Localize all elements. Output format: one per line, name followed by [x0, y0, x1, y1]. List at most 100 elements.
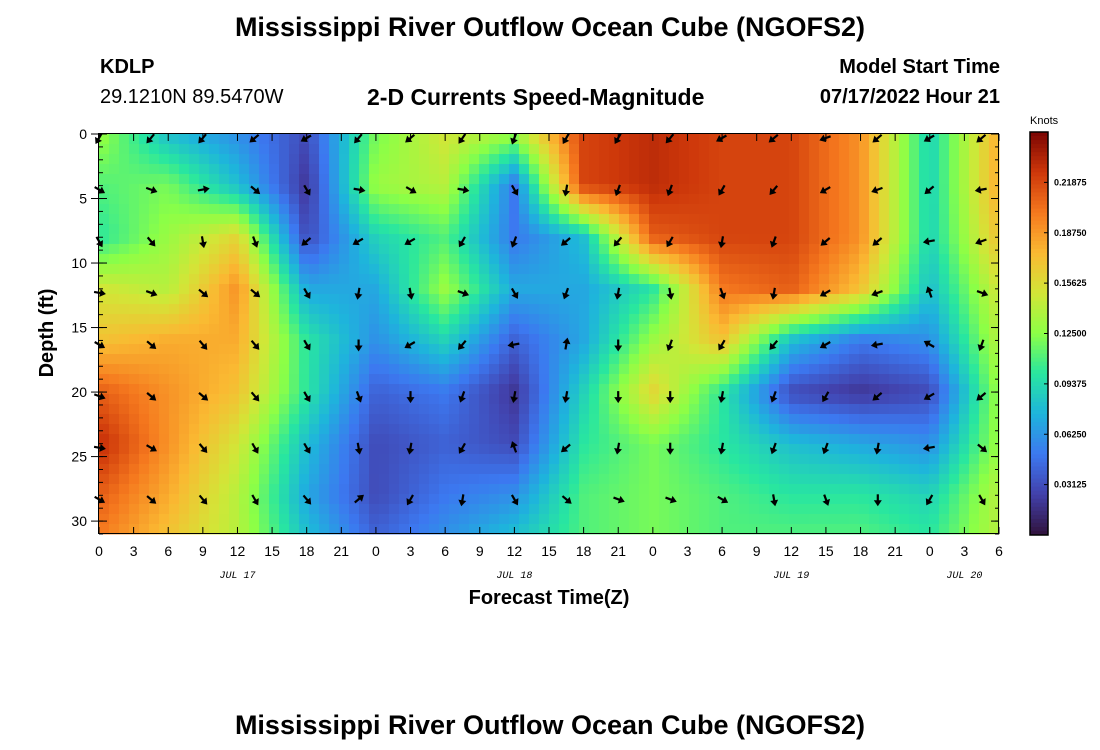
heatmap-cell	[899, 314, 910, 325]
heatmap-cell	[609, 524, 620, 535]
heatmap-cell	[779, 204, 790, 215]
heatmap-cell	[949, 144, 960, 155]
heatmap-cell	[329, 424, 340, 435]
heatmap-cell	[549, 344, 560, 355]
heatmap-cell	[819, 374, 830, 385]
current-arrow	[303, 391, 311, 403]
heatmap-cell	[329, 214, 340, 225]
heatmap-cell	[729, 524, 740, 535]
heatmap-cell	[489, 284, 500, 295]
heatmap-cell	[479, 404, 490, 415]
heatmap-cell	[879, 464, 890, 475]
heatmap-cell	[149, 134, 160, 145]
heatmap-cell	[469, 454, 480, 465]
heatmap-cell	[139, 354, 150, 365]
heatmap-cell	[179, 224, 190, 235]
heatmap-cell	[609, 344, 620, 355]
heatmap-cell	[99, 264, 110, 275]
heatmap-cell	[979, 304, 990, 315]
heatmap-cell	[359, 334, 370, 345]
heatmap-cell	[169, 294, 180, 305]
heatmap-cell	[269, 224, 280, 235]
heatmap-cell	[659, 374, 670, 385]
heatmap-cell	[739, 404, 750, 415]
current-arrow	[716, 134, 727, 142]
heatmap-cell	[459, 214, 470, 225]
heatmap-cell	[99, 184, 110, 195]
heatmap-cell	[259, 344, 270, 355]
heatmap-cell	[899, 464, 910, 475]
heatmap-cell	[509, 304, 520, 315]
heatmap-cell	[139, 264, 150, 275]
heatmap-cell	[989, 194, 1000, 205]
heatmap-cell	[899, 524, 910, 535]
heatmap-cell	[539, 314, 550, 325]
heatmap-cell	[409, 144, 420, 155]
heatmap-cell	[199, 174, 210, 185]
heatmap-cell	[369, 294, 380, 305]
heatmap-cell	[479, 424, 490, 435]
heatmap-cell	[169, 364, 180, 375]
heatmap-cell	[359, 184, 370, 195]
heatmap-cell	[159, 304, 170, 315]
heatmap-cell	[669, 454, 680, 465]
heatmap-cell	[979, 514, 990, 525]
heatmap-cell	[229, 354, 240, 365]
heatmap-cell	[399, 424, 410, 435]
heatmap-cell	[419, 284, 430, 295]
heatmap-cell	[679, 484, 690, 495]
heatmap-cell	[389, 444, 400, 455]
heatmap-cell	[259, 204, 270, 215]
heatmap-cell	[229, 374, 240, 385]
heatmap-cell	[649, 384, 660, 395]
heatmap-cell	[979, 434, 990, 445]
heatmap-cell	[189, 244, 200, 255]
heatmap-cell	[969, 344, 980, 355]
heatmap-cell	[619, 224, 630, 235]
heatmap-cell	[289, 154, 300, 165]
heatmap-cell	[849, 474, 860, 485]
current-arrow	[354, 339, 363, 352]
heatmap-cell	[269, 344, 280, 355]
colorbar-swatch	[1030, 518, 1048, 524]
heatmap-cell	[739, 164, 750, 175]
heatmap-cell	[459, 444, 470, 455]
heatmap-cell	[819, 464, 830, 475]
heatmap-cell	[939, 324, 950, 335]
heatmap-cell	[689, 494, 700, 505]
heatmap-cell	[479, 324, 490, 335]
heatmap-cell	[699, 134, 710, 145]
heatmap-cell	[759, 364, 770, 375]
heatmap-cell	[569, 134, 580, 145]
heatmap-cell	[679, 264, 690, 275]
heatmap-cell	[299, 464, 310, 475]
heatmap-cell	[239, 214, 250, 225]
heatmap-cell	[709, 414, 720, 425]
heatmap-cell	[529, 254, 540, 265]
heatmap-cell	[399, 334, 410, 345]
heatmap-cell	[189, 454, 200, 465]
heatmap-cell	[849, 294, 860, 305]
heatmap-cell	[729, 164, 740, 175]
heatmap-cell	[949, 244, 960, 255]
current-arrow	[250, 288, 261, 298]
heatmap-cell	[599, 204, 610, 215]
colorbar-swatch	[1030, 450, 1048, 455]
heatmap-cell	[879, 344, 890, 355]
heatmap-cell	[679, 154, 690, 165]
heatmap-cell	[649, 434, 660, 445]
heatmap-cell	[179, 284, 190, 295]
current-arrow	[614, 339, 623, 352]
heatmap-cell	[409, 494, 420, 505]
heatmap-cell	[249, 474, 260, 485]
heatmap-cell	[869, 464, 880, 475]
heatmap-cell	[479, 264, 490, 275]
heatmap-cell	[229, 264, 240, 275]
heatmap-cell	[159, 164, 170, 175]
heatmap-cell	[629, 334, 640, 345]
heatmap-cell	[989, 354, 1000, 365]
heatmap-cell	[449, 234, 460, 245]
heatmap-cell	[519, 474, 530, 485]
heatmap-cell	[579, 284, 590, 295]
heatmap-cell	[939, 424, 950, 435]
